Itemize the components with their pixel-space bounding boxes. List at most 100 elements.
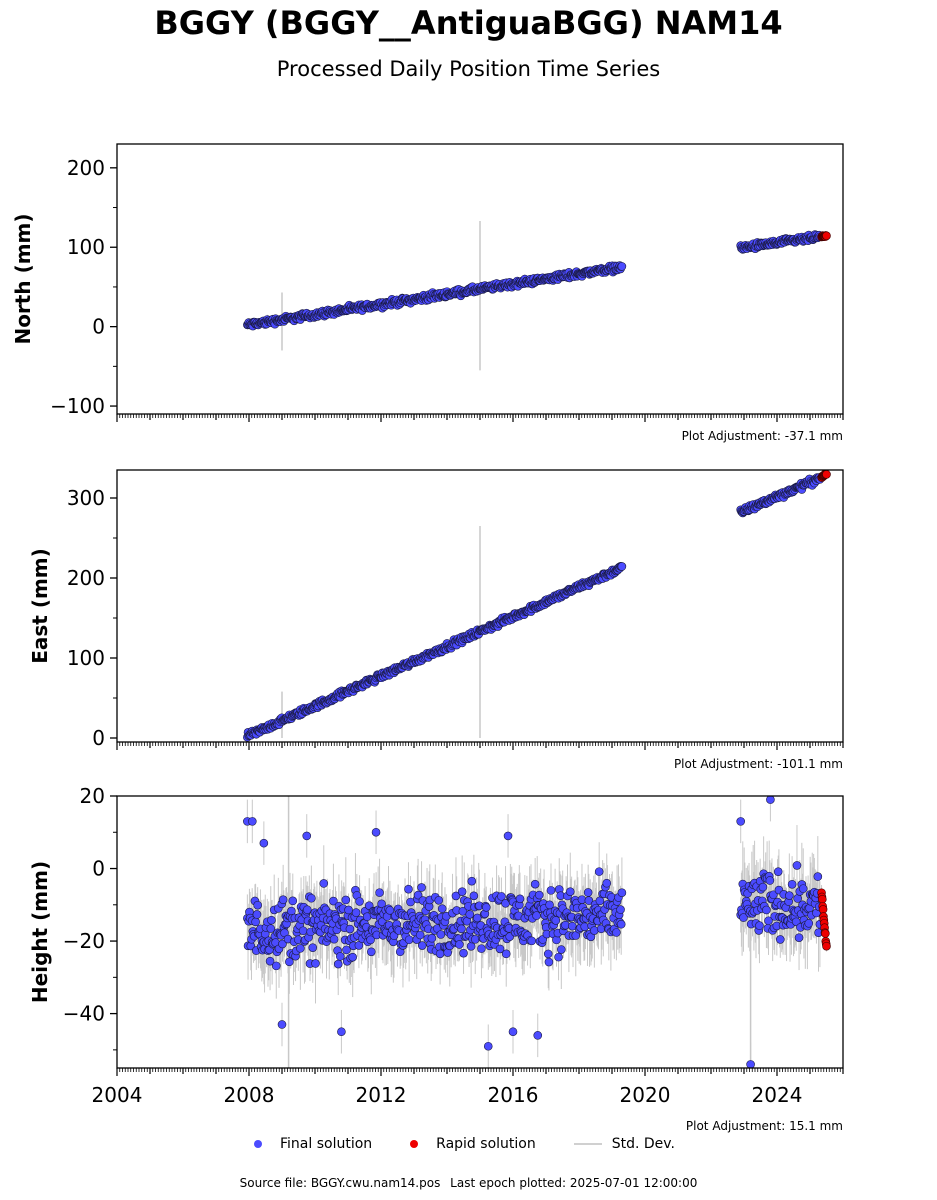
final-solution-point (554, 952, 563, 962)
final-solution-point (259, 838, 269, 848)
final-solution-point (565, 887, 575, 896)
final-solution-point (617, 888, 627, 898)
final-solution-point (758, 882, 768, 892)
final-solution-point (296, 944, 305, 953)
final-solution-point (302, 905, 312, 915)
final-solution-point (739, 913, 748, 922)
final-solution-point (266, 924, 276, 933)
legend-item-stddev: Std. Dev. (573, 1136, 675, 1152)
final-solution-point (769, 890, 778, 900)
y-tick-label: 200 (67, 566, 105, 590)
plot-adjustment-label: Plot Adjustment: -101.1 mm (674, 757, 843, 771)
plot-adjustment-label: Plot Adjustment: 15.1 mm (686, 1119, 843, 1133)
final-solution-point (477, 944, 486, 953)
final-solution-point (457, 924, 466, 934)
final-solution-point (532, 911, 541, 920)
final-solution-point (251, 917, 260, 927)
final-solution-point (457, 887, 467, 896)
final-solution-point (375, 888, 384, 897)
y-tick-label: 0 (92, 726, 105, 750)
final-solution-point (434, 896, 444, 905)
final-solution-point (515, 894, 525, 904)
final-solution-point (265, 956, 275, 966)
final-solution-point (773, 867, 783, 876)
final-solution-point (612, 928, 621, 937)
rapid-solution-point (822, 231, 831, 241)
plot-adjustment-label: Plot Adjustment: -37.1 mm (682, 429, 843, 443)
final-solution-point (366, 935, 375, 945)
final-solution-point (302, 831, 312, 841)
final-solution-point (459, 948, 468, 958)
final-solution-point (765, 876, 775, 885)
final-solution-point (427, 933, 437, 943)
final-solution-point (348, 952, 357, 962)
final-solution-point (544, 957, 554, 967)
final-solution-point (804, 919, 814, 928)
final-solution-point (533, 1031, 543, 1040)
final-solution-point (557, 945, 566, 954)
final-solution-point (508, 1027, 518, 1037)
final-solution-point (762, 905, 771, 915)
y-tick-label: 200 (67, 156, 105, 180)
final-solution-point (503, 831, 513, 841)
final-solution-point (271, 961, 281, 971)
y-tick-label: 20 (80, 784, 105, 808)
final-solution-point (583, 888, 593, 897)
final-solution-point (329, 934, 339, 944)
x-tick-label: 2024 (752, 1083, 803, 1107)
panel-north: −100 0 100 200 North (mm) Plot Adjustment: -3… (11, 143, 844, 443)
final-solution-point (594, 867, 604, 876)
final-solution-point (616, 905, 625, 914)
final-solution-point (755, 921, 764, 930)
final-solution-point (792, 861, 802, 870)
final-solution-point (766, 796, 775, 804)
plot-area (243, 470, 831, 742)
final-solution-point (267, 915, 276, 925)
final-solution-point (342, 945, 351, 955)
final-solution-point (451, 891, 461, 901)
final-solution-point (345, 924, 355, 934)
x-tick-label: 2020 (620, 1083, 671, 1107)
final-solution-point (616, 919, 626, 929)
final-solution-point (344, 905, 353, 915)
rapid-solution-marker (410, 1140, 419, 1148)
rapid-solution-point (818, 905, 828, 914)
legend: Final solution Rapid solution Std. Dev. (254, 1136, 675, 1152)
final-solution-point (298, 926, 308, 936)
final-solution-point (787, 879, 797, 889)
final-solution-point (764, 916, 773, 926)
final-solution-point (495, 944, 505, 954)
rapid-solution-point (821, 929, 830, 938)
legend-item-rapid: Rapid solution (410, 1136, 536, 1152)
final-solution-point (351, 908, 361, 917)
final-solution-marker (254, 1140, 262, 1148)
final-solution-point (467, 876, 477, 886)
final-solution-point (333, 959, 343, 969)
legend-label-final: Final solution (280, 1136, 373, 1152)
final-solution-point (584, 896, 594, 905)
source-file-label: Source file: BGGY.cwu.nam14.pos (239, 1176, 441, 1190)
final-solution-point (385, 906, 395, 915)
y-tick-label: −100 (50, 394, 105, 418)
panel-height: −40 −20 0 20 2004 2008 2012 2016 2020 2024 Height … (28, 784, 844, 1133)
final-solution-point (602, 878, 612, 888)
final-solution-point (775, 935, 785, 944)
final-solution-point (481, 903, 491, 912)
rapid-solution-point (822, 941, 831, 951)
y-tick-label: −20 (63, 929, 105, 953)
final-solution-point (435, 949, 445, 959)
final-solution-point (277, 1020, 287, 1029)
final-solution-point (417, 941, 427, 950)
final-solution-point (404, 884, 413, 894)
final-solution-point (311, 959, 320, 968)
final-solution-point (534, 890, 544, 900)
final-solution-point (354, 941, 364, 950)
x-tick-label: 2016 (488, 1083, 539, 1107)
x-tick-label: 2008 (224, 1083, 275, 1107)
final-solution-point (329, 896, 338, 906)
y-axis-label: North (mm) (11, 213, 35, 344)
final-solution-point (436, 930, 446, 939)
final-solution-point (307, 893, 316, 903)
y-axis-label: Height (mm) (28, 861, 52, 1003)
final-solution-point (813, 872, 823, 881)
